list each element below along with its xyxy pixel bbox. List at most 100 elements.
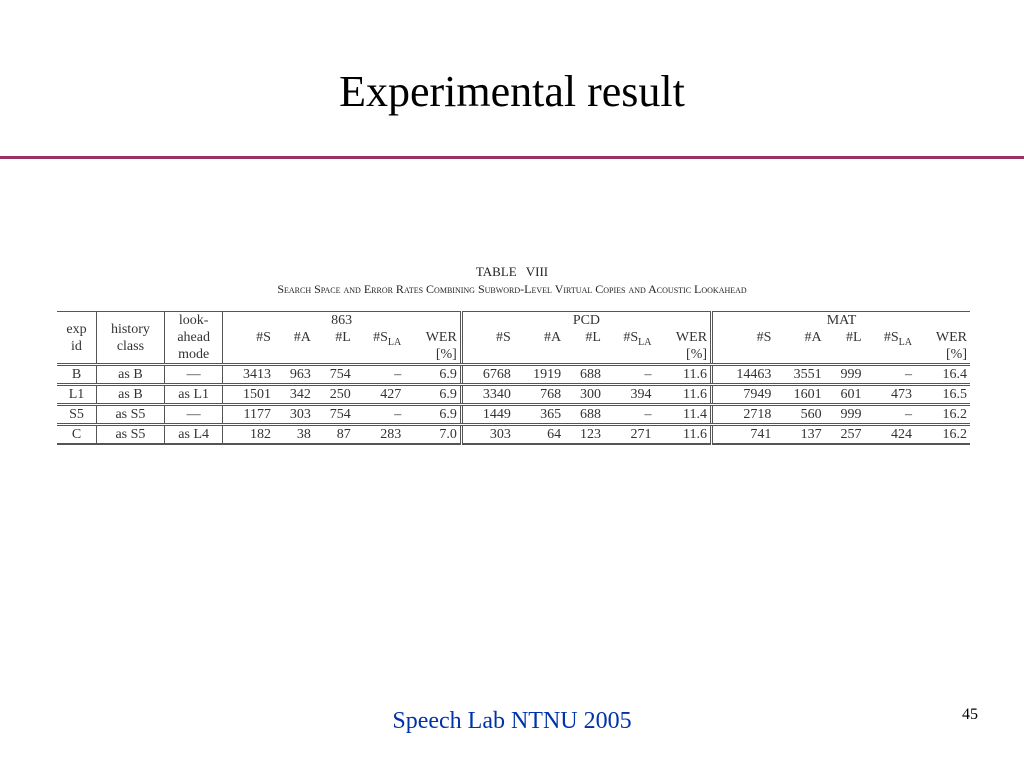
table-cell: 424 <box>864 424 915 445</box>
table-cell: 271 <box>603 424 655 445</box>
column-label: WER <box>935 330 967 345</box>
column-label: #L <box>585 330 601 345</box>
column-label: #A <box>543 330 562 345</box>
table-caption: TABLE VIII <box>475 264 549 279</box>
table-cell: 1601 <box>774 384 825 406</box>
column-unit: [%] <box>946 347 967 362</box>
table-cell: – <box>603 364 655 386</box>
table-cell: C <box>57 424 97 445</box>
table-cell: 688 <box>564 404 604 426</box>
header-text: look- <box>178 313 209 328</box>
table-cell: as B <box>96 384 165 406</box>
column-label: #S <box>623 330 639 345</box>
table-cell: 7949 <box>710 384 775 406</box>
table-cell: 3551 <box>774 364 825 386</box>
table-cell: 300 <box>564 384 604 406</box>
table-cell: 16.2 <box>915 424 970 445</box>
column-header: WER [%] <box>404 329 462 366</box>
table-cell: as L4 <box>163 424 223 445</box>
results-table: exp id history class look-ahead mode 863 PCD MAT… <box>57 311 970 445</box>
table-cell: 257 <box>824 424 865 445</box>
table-cell: 137 <box>774 424 825 445</box>
column-subscript: LA <box>387 336 402 348</box>
table-cell: 38 <box>273 424 314 445</box>
column-header: #A <box>774 329 825 366</box>
table-cell: as S5 <box>96 424 165 445</box>
table-cell: 6768 <box>459 364 514 386</box>
column-header: #S <box>222 329 274 366</box>
table-cell: 250 <box>313 384 354 406</box>
table-cell: 601 <box>824 384 865 406</box>
table-cell: — <box>163 364 223 386</box>
table-cell: 754 <box>313 364 354 386</box>
table-cell: 560 <box>774 404 825 426</box>
table-cell: 11.6 <box>654 424 712 445</box>
column-label: #L <box>845 330 862 345</box>
column-subscript: LA <box>898 336 912 348</box>
table-cell: 11.6 <box>654 364 712 386</box>
table-cell: 87 <box>313 424 354 445</box>
group-label: 863 <box>331 313 353 328</box>
column-header: WER [%] <box>915 329 970 366</box>
table-cell: 999 <box>824 364 865 386</box>
table-cell: 3340 <box>459 384 514 406</box>
table-cell: as S5 <box>96 404 165 426</box>
footer: Speech Lab NTNU 2005 <box>392 708 632 734</box>
table-cell: 1919 <box>513 364 565 386</box>
table-cell: 1177 <box>222 404 274 426</box>
table-cell: 473 <box>864 384 915 406</box>
table-cell: 11.4 <box>654 404 712 426</box>
column-label: #A <box>293 330 311 345</box>
table-cell: 283 <box>353 424 405 445</box>
table-cell: – <box>353 404 405 426</box>
table-cell: 427 <box>353 384 405 406</box>
column-unit: [%] <box>435 347 457 362</box>
column-header: #A <box>513 329 565 366</box>
table-cell: – <box>864 364 915 386</box>
table-cell: 1449 <box>459 404 514 426</box>
table-cell: 303 <box>273 404 314 426</box>
column-label: #S <box>373 330 388 345</box>
table-cell: B <box>57 364 97 386</box>
column-label: #S <box>756 330 772 345</box>
table-cell: 6.9 <box>404 364 462 386</box>
table-cell: 182 <box>222 424 274 445</box>
column-header: #SLA <box>603 329 655 366</box>
table-cell: 768 <box>513 384 565 406</box>
table-cell: — <box>163 404 223 426</box>
column-header: #L <box>313 329 354 366</box>
table-subtitle: Search Space and Error Rates Combining S… <box>277 282 747 296</box>
table-cell: 963 <box>273 364 314 386</box>
column-label: #S <box>883 330 899 345</box>
table-cell: 6.9 <box>404 404 462 426</box>
table-cell: 64 <box>513 424 565 445</box>
table-cell: 16.2 <box>915 404 970 426</box>
table-cell: – <box>603 404 655 426</box>
table-cell: 303 <box>459 424 514 445</box>
column-subscript: LA <box>638 336 652 348</box>
column-label: WER <box>425 330 457 345</box>
table-cell: 1501 <box>222 384 274 406</box>
header-text: class <box>116 338 145 354</box>
table-cell: 2718 <box>710 404 775 426</box>
group-label: PCD <box>572 313 601 328</box>
column-label: WER <box>675 330 708 345</box>
header-text: history <box>110 321 150 337</box>
table-cell: 7.0 <box>404 424 462 445</box>
table-cell: as B <box>96 364 165 386</box>
column-header: WER [%] <box>654 329 712 366</box>
table-row: S5 as S5—1177 303 754–6.9 1449 365 688–11.4 271… <box>57 404 970 426</box>
header-text: id <box>71 338 82 354</box>
table-cell: 342 <box>273 384 314 406</box>
table-cell: 688 <box>564 364 604 386</box>
column-label: #S <box>496 330 511 345</box>
group-label: MAT <box>826 313 857 328</box>
header-text: mode <box>178 347 210 362</box>
table-cell: 16.5 <box>915 384 970 406</box>
table-cell: 999 <box>824 404 865 426</box>
row-header: exp id <box>57 311 97 366</box>
group-header: 863 <box>222 311 462 329</box>
